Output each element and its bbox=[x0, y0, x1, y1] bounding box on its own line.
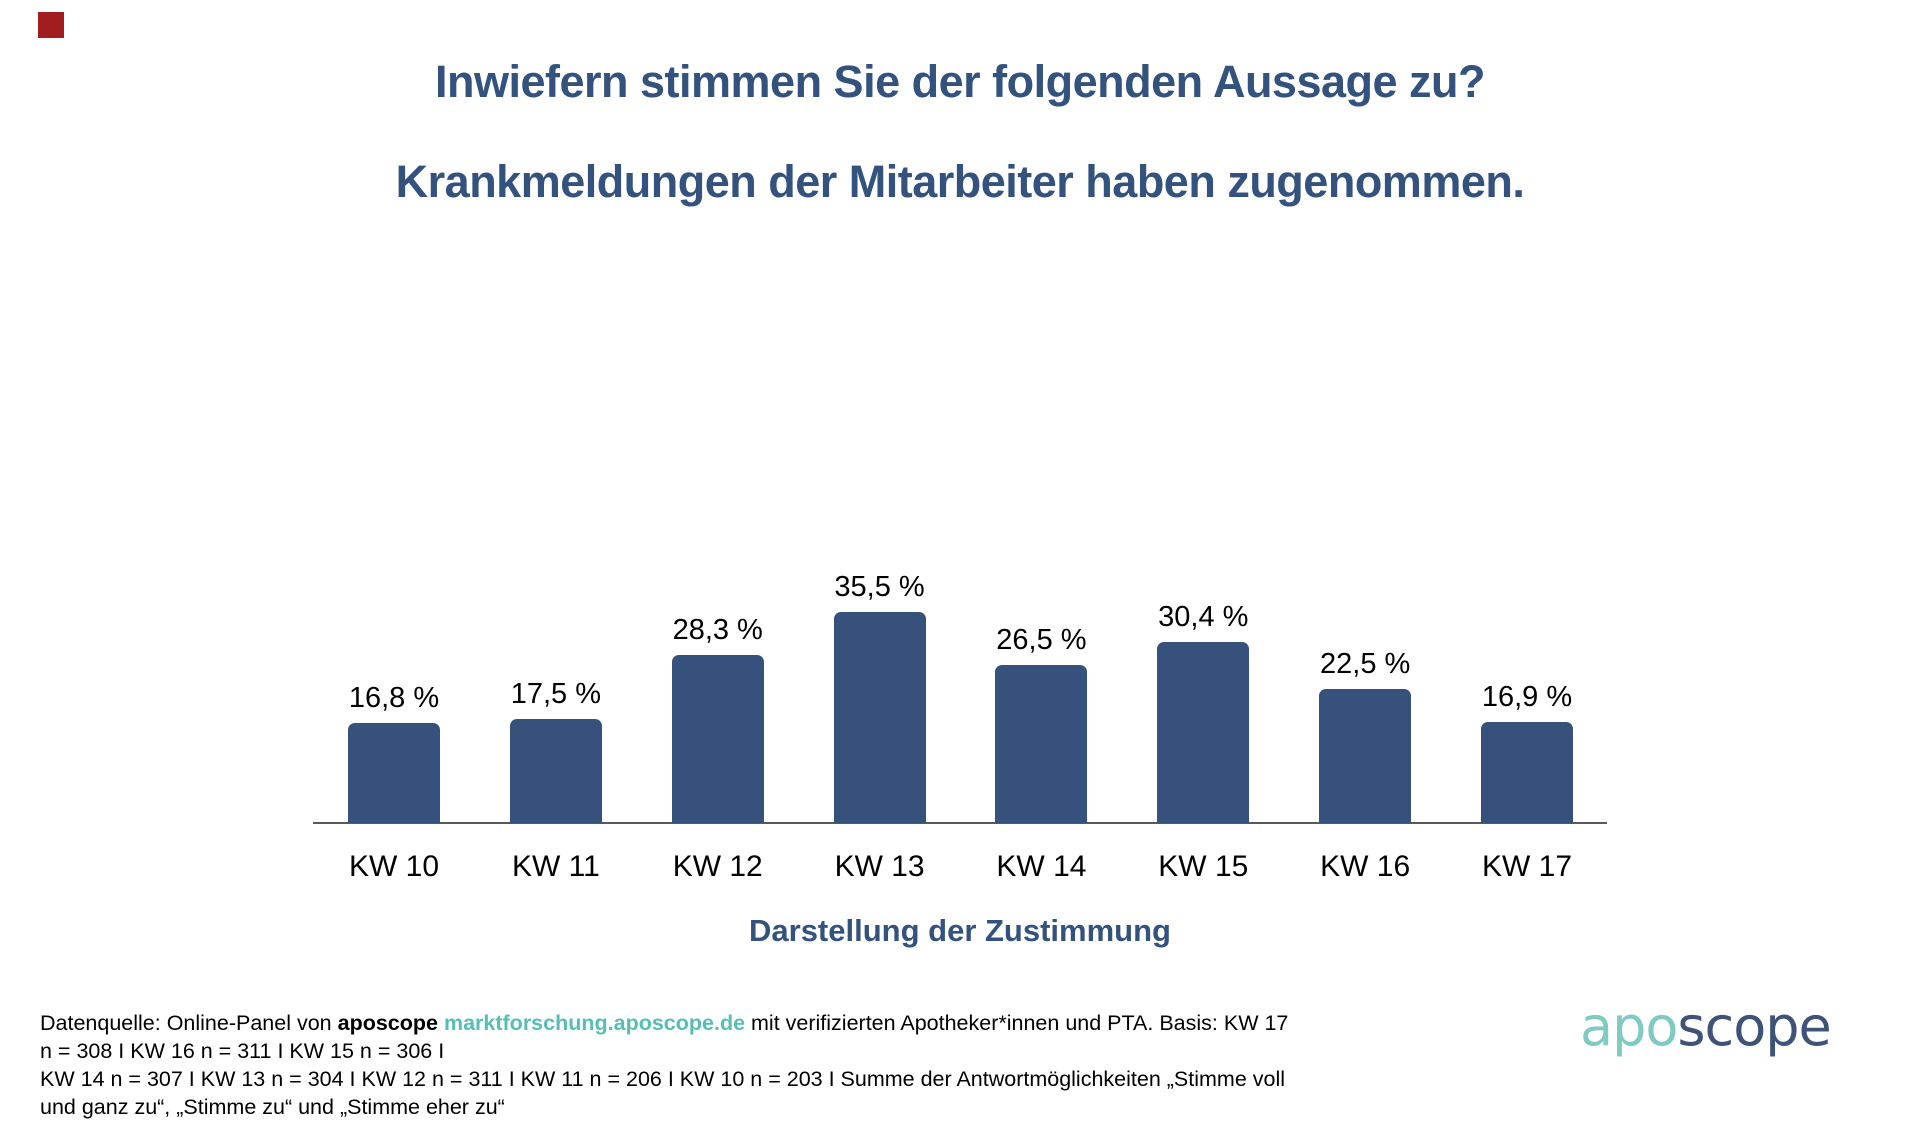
bar-category-label-kw-12: KW 12 bbox=[672, 850, 763, 883]
bar-value-label-kw-10: 16,8 % bbox=[348, 682, 440, 714]
bar-value-label-kw-16: 22,5 % bbox=[1320, 648, 1411, 680]
bar-kw-13 bbox=[833, 612, 926, 823]
footer-line2: KW 14 n = 307 I KW 13 n = 304 I KW 12 n … bbox=[40, 1067, 1286, 1119]
bar-category-label-kw-16: KW 16 bbox=[1320, 850, 1411, 883]
bar-kw-12 bbox=[671, 655, 764, 823]
bar-kw-15 bbox=[1157, 642, 1250, 823]
aposcope-logo: aposcope bbox=[1580, 995, 1832, 1058]
page-title-line1: Inwiefern stimmen Sie der folgenden Auss… bbox=[434, 56, 1486, 107]
slide-accent-square bbox=[38, 12, 64, 38]
bar-value-label-kw-17: 16,9 % bbox=[1481, 681, 1573, 713]
bar-category-label-kw-17: KW 17 bbox=[1482, 850, 1573, 883]
chart-xlabel: Darstellung der Zustimmung bbox=[749, 913, 1171, 948]
bar-value-label-kw-12: 28,3 % bbox=[672, 614, 763, 646]
bar-column-kw-12: 28,3 % KW 12 bbox=[637, 560, 799, 883]
footer-note: Datenquelle: Online-Panel von aposcope m… bbox=[40, 1009, 1300, 1121]
bar-kw-10 bbox=[348, 723, 440, 823]
bar-chart-plot-area: 16,8 % KW 10 17,5 % KW 11 28,3 % KW 12 35,5 % K… bbox=[313, 560, 1608, 883]
bar-value-label-kw-14: 26,5 % bbox=[996, 624, 1087, 656]
bar-column-kw-17: 16,9 % KW 17 bbox=[1446, 560, 1608, 883]
bar-kw-14 bbox=[995, 665, 1088, 823]
bar-kw-11 bbox=[509, 719, 602, 823]
footer-brand-name: aposcope bbox=[337, 1011, 438, 1035]
x-axis-line bbox=[313, 822, 1607, 824]
bar-kw-17 bbox=[1481, 722, 1574, 823]
bar-column-kw-15: 30,4 % KW 15 bbox=[1122, 560, 1284, 883]
bar-value-label-kw-13: 35,5 % bbox=[834, 571, 925, 603]
bar-column-kw-14: 26,5 % KW 14 bbox=[960, 560, 1122, 883]
bar-value-label-kw-11: 17,5 % bbox=[510, 678, 601, 710]
footer-basis-text: mit verifizierten Apotheker*innen und PT… bbox=[40, 1011, 1289, 1063]
bar-column-kw-13: 35,5 % KW 13 bbox=[799, 560, 961, 883]
logo-part-scope: scope bbox=[1677, 995, 1831, 1058]
footer-datasource-prefix: Datenquelle: Online-Panel von bbox=[40, 1011, 338, 1035]
bar-category-label-kw-14: KW 14 bbox=[996, 850, 1087, 883]
datasource-link[interactable]: marktforschung.aposcope.de bbox=[443, 1011, 746, 1035]
bar-category-label-kw-15: KW 15 bbox=[1158, 850, 1249, 883]
bar-category-label-kw-13: KW 13 bbox=[834, 850, 925, 883]
bar-column-kw-16: 22,5 % KW 16 bbox=[1284, 560, 1446, 883]
page-title-line2: Krankmeldungen der Mitarbeiter haben zug… bbox=[395, 156, 1525, 207]
bar-category-label-kw-11: KW 11 bbox=[511, 850, 600, 883]
logo-part-apo: apo bbox=[1580, 995, 1678, 1058]
bar-value-label-kw-15: 30,4 % bbox=[1158, 601, 1249, 633]
bar-column-kw-11: 17,5 % KW 11 bbox=[475, 560, 637, 883]
bar-column-kw-10: 16,8 % KW 10 bbox=[313, 560, 475, 883]
bar-category-label-kw-10: KW 10 bbox=[348, 850, 440, 883]
bar-kw-16 bbox=[1319, 689, 1412, 823]
